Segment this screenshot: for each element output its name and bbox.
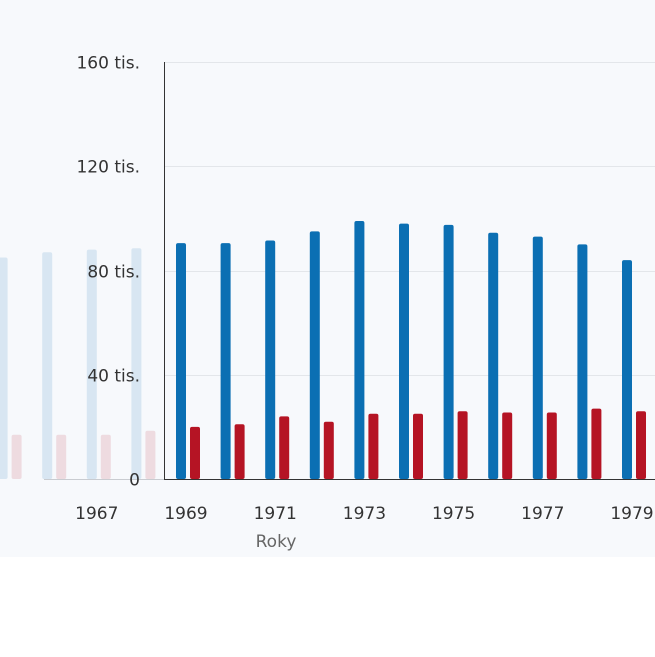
bar-1979-series-1[interactable] xyxy=(622,260,632,479)
bar-1967-series-2[interactable] xyxy=(100,434,111,479)
x-tick-label: 1969 xyxy=(164,504,207,524)
bar-1965-series-1[interactable] xyxy=(0,257,8,480)
x-axis-title: Roky xyxy=(256,532,297,552)
bar-1973-series-2[interactable] xyxy=(368,413,379,479)
bar-1977-series-1[interactable] xyxy=(532,236,543,479)
y-tick-label: 120 tis. xyxy=(76,158,140,178)
bar-1966-series-1[interactable] xyxy=(42,252,53,479)
bar-1966-series-2[interactable] xyxy=(56,434,67,479)
axes xyxy=(44,62,655,480)
bar-1972-series-2[interactable] xyxy=(323,421,334,479)
bar-1972-series-1[interactable] xyxy=(309,231,320,479)
y-tick-label: 40 tis. xyxy=(87,367,140,387)
bar-1977-series-2[interactable] xyxy=(546,412,557,480)
bar-1969-series-1[interactable] xyxy=(176,243,186,479)
bar-1978-series-1[interactable] xyxy=(577,244,588,479)
bar-1971-series-1[interactable] xyxy=(265,240,276,480)
y-tick-label: 0 xyxy=(129,471,140,491)
bar-1968-series-2[interactable] xyxy=(145,430,156,479)
bar-1968-series-1[interactable] xyxy=(131,248,142,479)
bar-1974-series-1[interactable] xyxy=(399,223,409,479)
bar-1965-series-2[interactable] xyxy=(11,434,22,479)
bar-1974-series-2[interactable] xyxy=(413,413,423,479)
x-tick-label: 1971 xyxy=(254,504,297,524)
bar-1976-series-1[interactable] xyxy=(488,232,499,479)
x-tick-label: 1967 xyxy=(75,504,118,524)
x-tick-label: 1979 xyxy=(610,504,653,524)
bars xyxy=(0,221,646,479)
bar-1979-series-2[interactable] xyxy=(636,411,646,479)
y-tick-label: 80 tis. xyxy=(87,263,140,283)
bar-1971-series-2[interactable] xyxy=(279,416,290,479)
x-tick-label: 1977 xyxy=(521,504,564,524)
bar-chart: 0 40 tis. 80 tis. 120 tis. 160 tis. 1967 1969… xyxy=(0,54,655,552)
x-tick-label: 1975 xyxy=(432,504,475,524)
bar-1973-series-1[interactable] xyxy=(354,221,365,479)
x-tick-label: 1973 xyxy=(343,504,386,524)
bar-1970-series-1[interactable] xyxy=(220,243,231,479)
grid-lines xyxy=(164,62,655,376)
bar-1975-series-1[interactable] xyxy=(443,224,454,479)
x-tick-labels: 1967 1969 1971 1973 1975 1977 1979 xyxy=(75,504,653,524)
y-tick-labels: 0 40 tis. 80 tis. 120 tis. 160 tis. xyxy=(76,54,140,491)
bar-1975-series-2[interactable] xyxy=(457,411,468,479)
bar-1976-series-2[interactable] xyxy=(502,412,513,480)
bar-1967-series-1[interactable] xyxy=(86,249,97,479)
bar-1969-series-2[interactable] xyxy=(190,426,200,479)
bar-1978-series-2[interactable] xyxy=(591,408,602,479)
chart-panel: 0 40 tis. 80 tis. 120 tis. 160 tis. 1967 1969… xyxy=(0,53,655,552)
bar-1970-series-2[interactable] xyxy=(234,424,245,479)
y-tick-label: 160 tis. xyxy=(76,54,140,74)
